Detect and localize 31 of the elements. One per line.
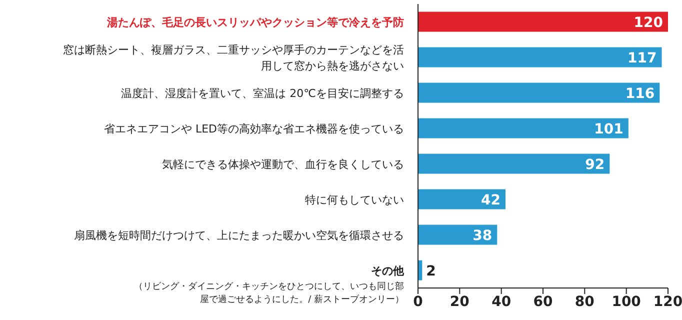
x-tick-label: 80 (574, 294, 595, 310)
data-label: 38 (472, 228, 492, 244)
y-tick-label: 気軽にできる体操や運動で、血行を良くしている (162, 158, 404, 171)
bar (418, 154, 610, 174)
y-tick-label: 特に何もしていない (305, 193, 404, 206)
bar (418, 12, 668, 32)
data-label: 101 (594, 121, 624, 138)
bar (418, 47, 662, 68)
text: （リビング・ダイニング・キッチンをひとつにして、いつも同じ部屋で過ごせるようにした。/ 薪ストーブオンリー） (134, 280, 404, 305)
data-label: 116 (625, 86, 655, 102)
x-tick-label: 0 (413, 294, 424, 310)
x-tick-label: 40 (492, 294, 512, 310)
bar (418, 224, 498, 245)
y-tick-label: 省エネエアコンや LED等の高効率な省エネ機器を使っている (104, 122, 404, 136)
y-tick-label: その他 (371, 264, 405, 278)
bar (418, 82, 660, 103)
bar (418, 118, 628, 138)
y-tick-label: 窓は断熱シート、複層ガラス、二重サッシや厚手のカーテンなどを活用して窓から熱を逃がさない (63, 43, 404, 72)
data-label: 120 (634, 14, 664, 31)
y-tick-label: 湯たんぽ、毛足の長いスリッパやクッション等で冷えを予防 (106, 16, 404, 29)
y-tick-label: 温度計、湿度計を置いて、室温は 20℃を目安に調整する (121, 86, 404, 100)
data-label: 92 (585, 156, 605, 173)
x-tick-label: 120 (653, 294, 682, 310)
bar (418, 189, 506, 210)
data-label: 117 (628, 50, 657, 66)
x-tick-label: 20 (450, 294, 470, 310)
x-tick-label: 100 (612, 294, 642, 310)
data-label: 2 (426, 263, 436, 280)
x-tick-label: 60 (533, 294, 553, 310)
y-tick-label: 扇風機を短時間だけつけて、上にたまった暖かい空気を循環させる (74, 228, 404, 242)
data-label: 42 (481, 192, 500, 208)
